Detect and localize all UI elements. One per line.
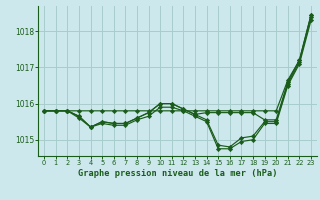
X-axis label: Graphe pression niveau de la mer (hPa): Graphe pression niveau de la mer (hPa) xyxy=(78,169,277,178)
